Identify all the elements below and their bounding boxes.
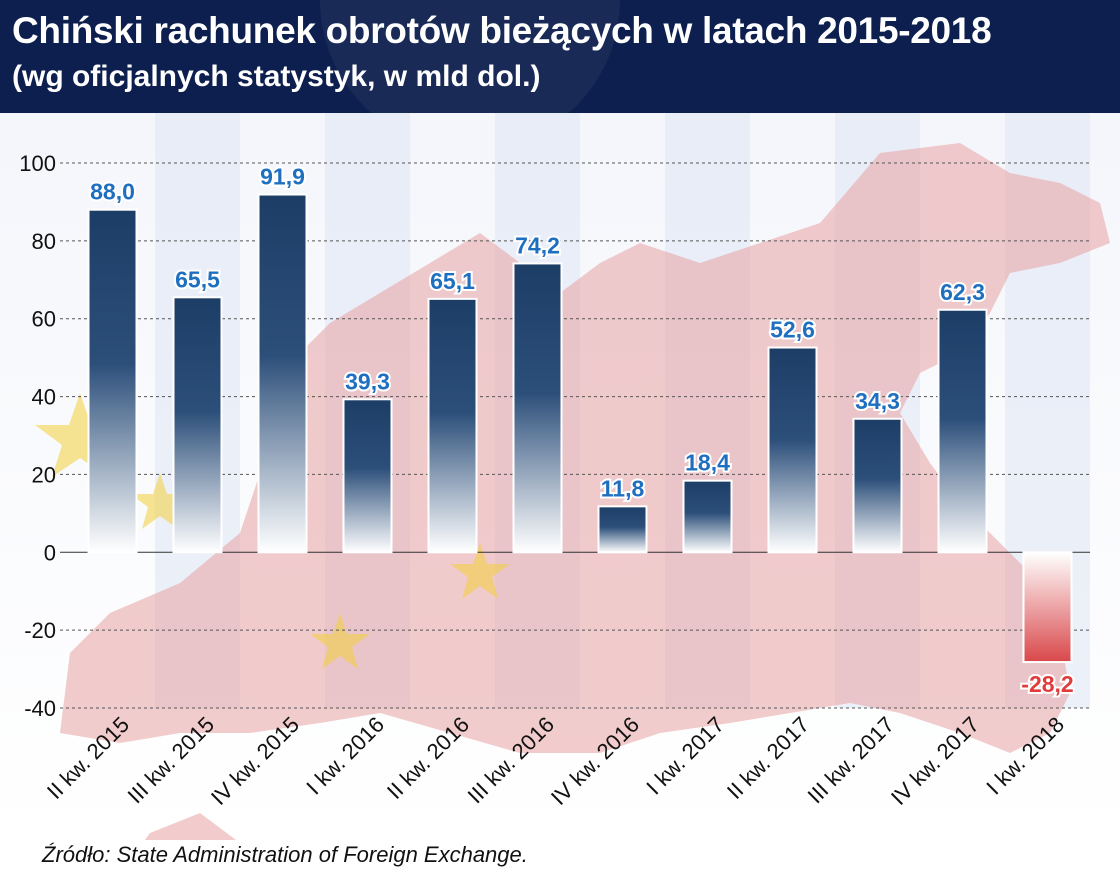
data-label: 39,3: [345, 368, 390, 394]
data-label: 65,1: [430, 268, 475, 294]
bar: [87, 208, 138, 554]
data-label: 11,8: [601, 475, 645, 501]
y-tick-label: -40: [24, 696, 56, 721]
china-map-decoration: [35, 143, 1110, 840]
bar: [937, 308, 988, 554]
chart-subtitle: (wg oficjalnych statystyk, w mld dol.): [12, 60, 541, 93]
chart-title: Chiński rachunek obrotów bieżących w lat…: [12, 10, 992, 51]
source-note: Źródło: State Administration of Foreign …: [42, 842, 528, 867]
data-label: 65,5: [175, 266, 220, 292]
header-decoration: [320, 0, 620, 113]
bar: [597, 505, 648, 554]
data-label: -28,2: [1021, 671, 1073, 697]
y-tick-label: 80: [32, 229, 56, 254]
data-label: 74,2: [515, 232, 560, 258]
bar: [257, 193, 308, 554]
bar: [852, 417, 903, 554]
data-label: 91,9: [260, 164, 305, 190]
data-label: 52,6: [770, 317, 815, 343]
bar: [172, 296, 223, 554]
y-axis-ticks: 100 80 60 40 20 0 -20 -40: [19, 151, 56, 721]
y-tick-label: 100: [19, 151, 56, 176]
bar: [767, 346, 818, 554]
gridlines: [60, 162, 1090, 709]
y-tick-label: 0: [44, 540, 56, 565]
bar: [427, 297, 478, 554]
bar: [512, 262, 563, 554]
data-label: 18,4: [685, 450, 730, 476]
header: Chiński rachunek obrotów bieżących w lat…: [0, 0, 1120, 113]
y-tick-label: -20: [24, 618, 56, 643]
data-label: 88,0: [90, 179, 135, 205]
y-tick-label: 60: [32, 307, 56, 332]
y-tick-label: 40: [32, 385, 56, 410]
data-label: 34,3: [855, 388, 900, 414]
bar: [1022, 551, 1073, 664]
data-label: 62,3: [940, 279, 985, 305]
bar-chart: 100 80 60 40 20 0 -20 -40 88,0 65,5 91,9 39,3 65,1 7…: [0, 113, 1120, 840]
bars: 88,0 65,5 91,9 39,3 65,1 74,2 11,8 18,4 52,6 34,3…: [87, 162, 1076, 699]
bar: [342, 398, 393, 554]
y-tick-label: 20: [32, 462, 56, 487]
bar: [682, 479, 733, 554]
